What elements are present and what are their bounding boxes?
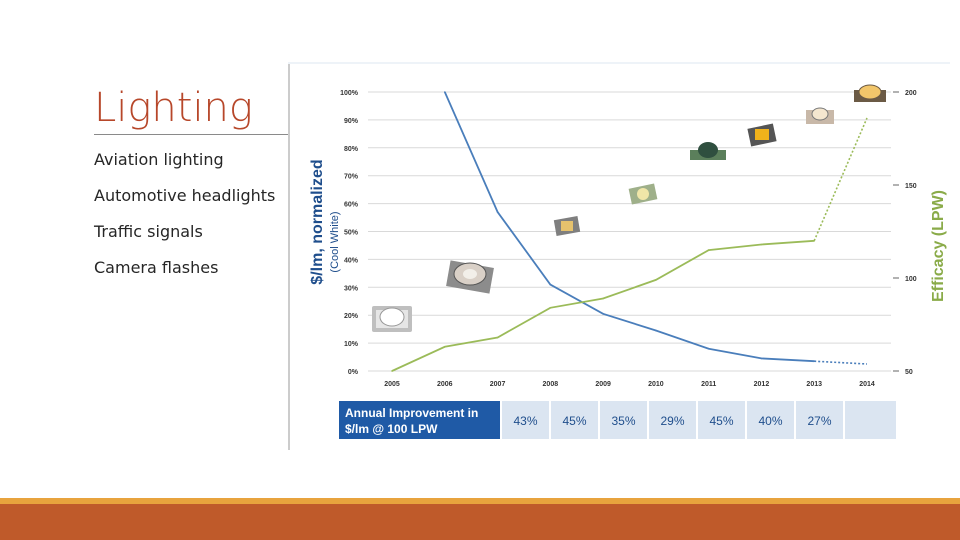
footer-accent-band — [0, 498, 960, 504]
y2-axis-label: Efficacy (LPW) — [930, 190, 947, 302]
y-tick-label: 40% — [344, 257, 359, 264]
table-cell-value: 35% — [611, 414, 635, 428]
x-tick-label: 2013 — [806, 381, 822, 388]
footer-band — [0, 504, 960, 540]
led-package-4-icon — [628, 182, 658, 206]
bullet-item: Traffic signals — [94, 222, 203, 241]
y-tick-label: 60% — [344, 202, 359, 209]
bullet-item: Automotive headlights — [94, 186, 276, 205]
y2-tick-label: 150 — [905, 183, 917, 190]
y-tick-label: 100% — [340, 90, 359, 97]
table-cells: 43% 45% 35% 29% 45% 40% 27% — [500, 401, 845, 439]
data-point — [496, 211, 499, 213]
chart-series — [391, 91, 868, 372]
table-header-line1: Annual Improvement in — [345, 406, 478, 420]
led-package-6-icon — [746, 122, 778, 148]
series-projection-line — [814, 360, 868, 365]
y-tick-label: 0% — [348, 369, 359, 376]
left-axis-ticks: 0% 10% 20% 30% 40% 50% 60% 70% 80% 90% 100% — [340, 90, 359, 376]
y-tick-label: 80% — [344, 146, 359, 153]
right-axis-ticks: 50 100 150 200 — [893, 90, 917, 376]
slide-title: Lighting — [94, 85, 253, 131]
table-cell-value: 45% — [709, 414, 733, 428]
y-tick-label: 10% — [344, 341, 359, 348]
data-point — [813, 360, 816, 363]
data-point — [443, 346, 446, 348]
table-cell-value: 43% — [513, 414, 537, 428]
x-tick-label: 2012 — [754, 381, 770, 388]
data-point — [760, 243, 763, 246]
data-point — [707, 249, 710, 251]
data-point — [391, 370, 393, 372]
data-point — [655, 279, 657, 281]
y2-tick-label: 200 — [905, 90, 917, 97]
data-point — [602, 313, 604, 315]
y-axis-label: $/lm, normalized — [309, 159, 326, 284]
title-divider — [94, 134, 288, 135]
x-tick-label: 2011 — [701, 381, 716, 388]
led-cost-efficacy-chart: 0% 10% 20% 30% 40% 50% 60% 70% 80% 90% 100% 50 100 1… — [288, 62, 950, 454]
data-point — [760, 357, 763, 360]
led-package-2-icon — [444, 256, 496, 294]
data-point — [602, 297, 604, 300]
bullet-item: Aviation lighting — [94, 150, 224, 169]
y-tick-label: 90% — [344, 118, 359, 125]
table-header-cell — [339, 401, 501, 439]
data-point — [707, 347, 710, 350]
data-point — [496, 336, 499, 339]
y-tick-label: 50% — [344, 230, 359, 237]
led-package-3-icon — [552, 214, 582, 238]
y-tick-label: 20% — [344, 313, 359, 320]
x-tick-label: 2008 — [543, 381, 559, 388]
y-tick-label: 70% — [344, 174, 359, 181]
data-point — [655, 329, 657, 332]
x-tick-label: 2006 — [437, 381, 453, 388]
x-tick-label: 2005 — [384, 381, 400, 388]
x-tick-label: 2007 — [490, 381, 506, 388]
led-package-7-icon — [804, 104, 836, 128]
led-package-1-icon — [370, 302, 414, 334]
x-axis-ticks: 2005 2006 2007 2008 2009 2010 2011 2012 2013 2014 — [384, 381, 875, 388]
table-cell-value: 40% — [758, 414, 782, 428]
bullet-list: Aviation lighting Automotive headlights … — [94, 148, 275, 292]
x-tick-label: 2010 — [648, 381, 664, 388]
series-line — [443, 91, 815, 363]
table-cell-value: 29% — [660, 414, 684, 428]
led-package-8-icon — [852, 82, 888, 106]
x-tick-label: 2009 — [595, 381, 611, 388]
data-point — [549, 306, 552, 309]
table-cell-value: 45% — [562, 414, 586, 428]
y-axis-sublabel: (Cool White) — [329, 211, 341, 272]
data-point — [443, 91, 446, 93]
x-tick-label: 2014 — [859, 381, 875, 388]
data-point — [813, 240, 816, 242]
led-package-5-icon — [688, 138, 728, 162]
table-header-line2: $/lm @ 100 LPW — [345, 422, 438, 436]
improvement-table: Annual Improvement in $/lm @ 100 LPW 43%… — [339, 401, 896, 439]
y2-tick-label: 50 — [905, 369, 913, 376]
bullet-item: Camera flashes — [94, 258, 219, 277]
chart-background — [288, 62, 950, 454]
y-tick-label: 30% — [344, 285, 359, 292]
table-cell-value: 27% — [807, 414, 831, 428]
data-point — [549, 283, 552, 286]
y2-tick-label: 100 — [905, 276, 917, 283]
